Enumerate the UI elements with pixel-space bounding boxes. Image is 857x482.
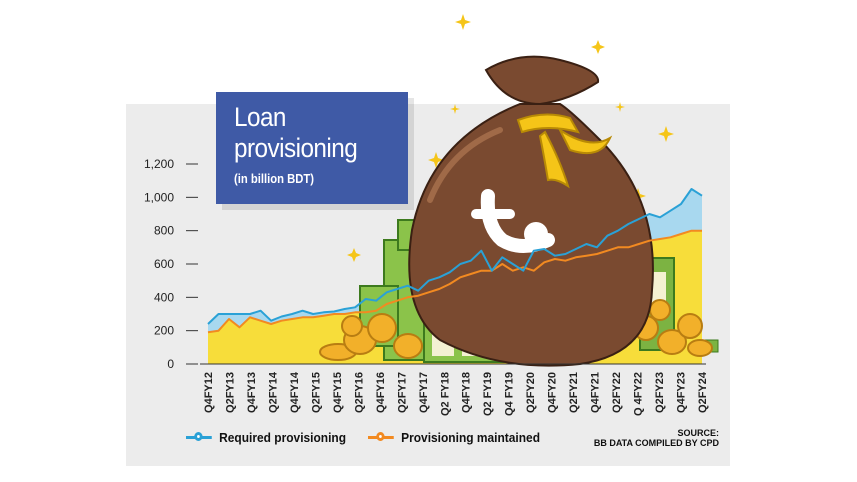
legend-label-required: Required provisioning	[219, 430, 347, 445]
x-tick-label: Q2FY21	[568, 372, 580, 413]
x-tick-label: Q4FY13	[246, 372, 258, 413]
x-tick-label: Q2 FY18	[439, 372, 451, 416]
y-tick-label: 600	[154, 257, 174, 271]
source-note: SOURCE: BB DATA COMPILED BY CPD	[594, 428, 719, 448]
y-tick-label: 200	[154, 324, 174, 338]
x-tick-label: Q4FY14	[289, 371, 301, 413]
x-tick-label: Q4FY16	[375, 372, 387, 413]
x-tick-label: Q2FY15	[310, 372, 322, 413]
legend-swatch-required	[186, 432, 212, 441]
x-tick-label: Q4FY18	[461, 372, 473, 413]
x-tick-label: Q2FY13	[224, 372, 236, 413]
y-tick-label: 400	[154, 290, 174, 304]
x-tick-label: Q2 FY19	[482, 372, 494, 416]
series-line-required	[207, 188, 703, 325]
y-tick-label: 1,000	[144, 190, 174, 204]
y-tick-label: 800	[154, 224, 174, 238]
chart-subtitle: (in billion BDT)	[234, 172, 314, 186]
x-tick-label: Q4FY12	[203, 372, 215, 413]
money-bag-icon	[408, 55, 654, 367]
legend-label-maintained: Provisioning maintained	[401, 430, 541, 445]
source-label: SOURCE:	[677, 428, 719, 438]
x-tick-label: Q2FY20	[525, 372, 537, 413]
coins-icon	[319, 299, 713, 361]
x-tick-label: Q4FY23	[676, 372, 688, 413]
y-tick-label: 1,200	[144, 157, 174, 171]
x-tick-label: Q2FY23	[654, 372, 666, 413]
x-tick-label: Q2FY16	[353, 372, 365, 413]
chart-title: Loan provisioning	[234, 102, 358, 163]
x-tick-label: Q2FY14	[267, 371, 279, 413]
x-tick-label: Q2FY17	[396, 372, 408, 413]
x-tick-label: Q4FY20	[547, 372, 559, 413]
legend-swatch-maintained	[368, 432, 394, 441]
x-tick-label: Q2FY24	[697, 371, 709, 413]
x-axis: Q4FY12 Q2FY13 Q4FY13 Q2FY14 Q4FY14 Q2FY15 Q4FY…	[200, 363, 709, 416]
source-text: BB DATA COMPILED BY CPD	[593, 438, 719, 448]
series-line-maintained	[207, 229, 702, 334]
y-axis: 0 200 400 600 800 1,000 1,200	[144, 157, 198, 371]
x-tick-label: Q2FY22	[611, 372, 623, 413]
x-tick-label: Q4FY21	[590, 372, 602, 413]
legend-item-required: Required provisioning	[186, 430, 346, 445]
x-tick-label: Q4FY17	[418, 372, 430, 413]
x-tick-label: Q4FY15	[332, 372, 344, 413]
x-tick-label: Q4 FY19	[504, 372, 516, 416]
series-lines	[207, 188, 703, 334]
legend-item-maintained: Provisioning maintained	[368, 430, 540, 445]
title-box: Loan provisioning (in billion BDT)	[216, 92, 408, 204]
money-illustration	[319, 14, 719, 367]
y-tick-label: 0	[167, 357, 174, 371]
x-tick-label: Q 4FY22	[633, 372, 645, 416]
